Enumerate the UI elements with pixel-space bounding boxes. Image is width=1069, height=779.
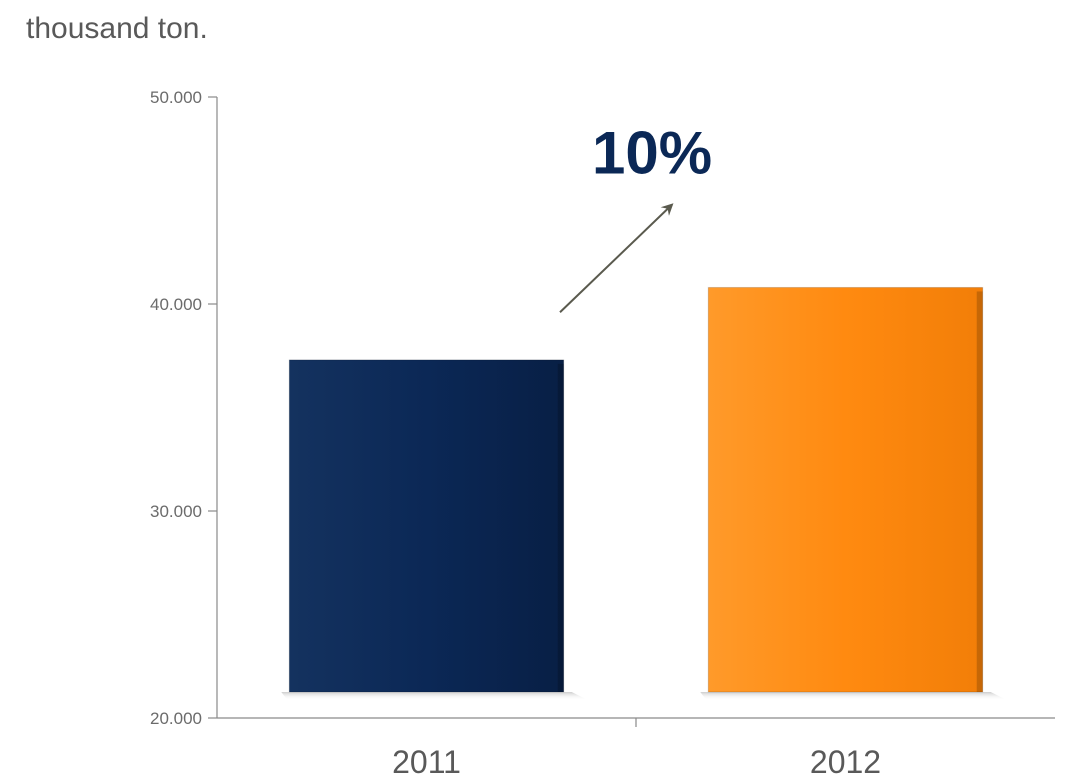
bar-shadow bbox=[700, 692, 1007, 700]
x-category-label: 2012 bbox=[810, 744, 881, 779]
unit-label: thousand ton. bbox=[26, 12, 208, 45]
bar-edge bbox=[976, 291, 983, 692]
y-tick-label: 40.000 bbox=[150, 295, 202, 314]
growth-arrow bbox=[559, 203, 674, 314]
bar-shadow bbox=[281, 692, 588, 700]
bar-2011 bbox=[288, 359, 565, 693]
bar-2012 bbox=[707, 286, 984, 693]
growth-callout-label: 10% bbox=[592, 120, 712, 187]
y-tick-label: 20.000 bbox=[150, 709, 202, 728]
bar-edge bbox=[557, 363, 564, 692]
y-tick-label: 30.000 bbox=[150, 502, 202, 521]
x-category-label: 2011 bbox=[392, 744, 461, 779]
y-tick-label: 50.000 bbox=[150, 88, 202, 107]
